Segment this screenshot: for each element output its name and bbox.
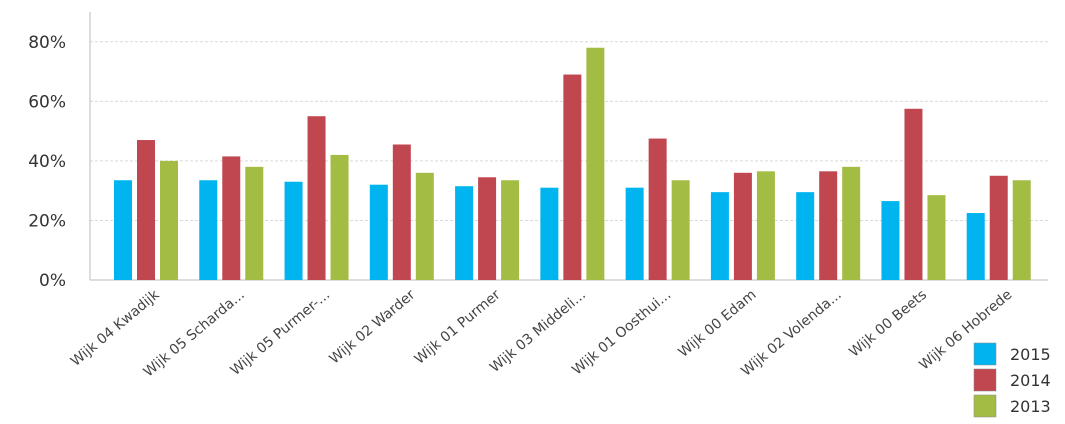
bar-2013-11 [1012,180,1031,280]
bar-2013-10 [927,195,946,280]
x-tick-label: Wijk 06 Hobrede [916,287,1015,374]
legend-swatch-2014 [973,368,997,392]
bar-2013-6 [586,47,605,280]
bar-2015-10 [881,201,900,280]
bar-2015-1 [114,180,132,280]
bar-2015-3 [284,181,303,280]
bar-2013-3 [330,154,349,280]
bar-2015-9 [796,192,815,280]
bar-2014-10 [904,108,923,281]
x-tick-label: Wijk 00 Edam [676,287,760,361]
bar-2014-5 [478,177,497,280]
bar-2013-5 [501,180,520,280]
bar-2015-6 [540,187,559,280]
x-tick-label: Wijk 04 Kwadijk [68,286,163,370]
bar-2015-7 [625,187,644,280]
bar-2013-9 [842,166,861,280]
bar-2014-4 [392,144,411,280]
x-tick-label: Wijk 00 Beets [846,287,930,361]
y-tick-label: 80% [28,33,66,53]
legend-swatch-2015 [973,342,997,366]
bar-2015-5 [455,186,474,280]
bar-2014-1 [137,140,155,280]
y-tick-labels: 0% 20% 40% 60% 80% [28,33,66,291]
bar-2014-2 [222,156,241,280]
bar-2014-8 [733,172,752,280]
bars [114,47,1031,281]
legend: 2015 2014 2013 [973,342,1051,418]
x-tick-label: Wijk 02 Warder [327,287,419,368]
x-tick-label: Wijk 01 Purmer [412,287,504,368]
bar-2014-3 [307,116,326,280]
bar-2013-2 [245,166,264,280]
bar-2015-11 [966,213,985,280]
bar-2015-8 [710,192,729,280]
bar-2014-7 [648,138,667,280]
bar-2013-8 [756,171,775,280]
bar-2015-2 [199,180,218,280]
bar-2015-4 [369,184,388,280]
bar-2013-1 [160,160,178,280]
y-tick-label: 60% [28,92,66,112]
y-tick-label: 0% [39,271,66,291]
bar-2013-4 [415,172,434,280]
bar-2014-11 [989,175,1008,280]
bar-2014-6 [563,74,582,281]
bar-2013-7 [671,180,690,280]
y-tick-label: 40% [28,152,66,172]
legend-label-2014: 2014 [1010,371,1051,390]
legend-swatch-2013 [973,394,997,418]
y-tick-label: 20% [28,211,66,231]
legend-label-2013: 2013 [1010,397,1051,416]
bar-2014-9 [819,171,838,280]
legend-label-2015: 2015 [1010,345,1051,364]
